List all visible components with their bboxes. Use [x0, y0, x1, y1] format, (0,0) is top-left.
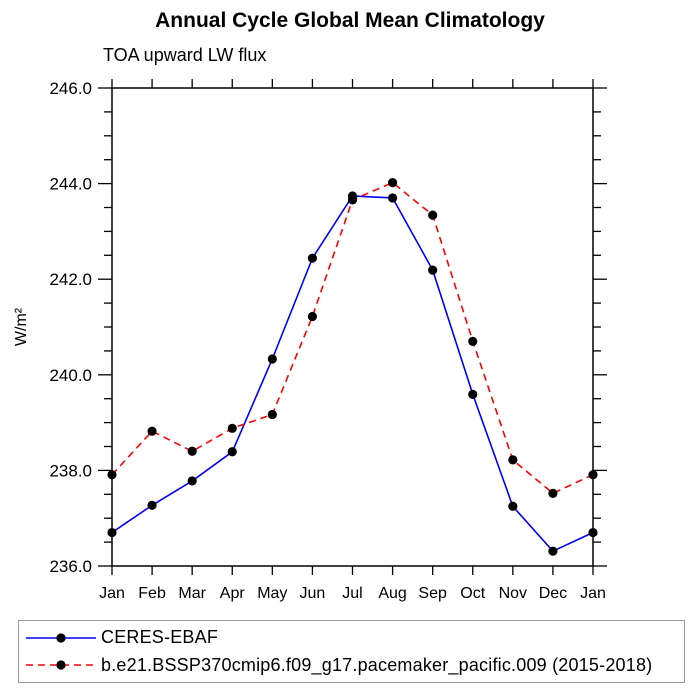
series-markers	[107, 178, 598, 556]
axis-ticks	[98, 79, 607, 575]
svg-text:236.0: 236.0	[49, 557, 92, 576]
legend-line-sample-red-dashed	[26, 660, 96, 670]
svg-text:238.0: 238.0	[49, 461, 92, 480]
svg-text:Apr: Apr	[220, 585, 246, 602]
legend-item-ceres-ebaf: CERES-EBAF	[23, 625, 684, 651]
svg-text:Jun: Jun	[300, 585, 326, 602]
svg-text:244.0: 244.0	[49, 175, 92, 194]
plot-frame	[111, 87, 594, 567]
svg-text:Aug: Aug	[378, 585, 406, 602]
svg-text:246.0: 246.0	[49, 79, 92, 98]
series-lines	[111, 181, 594, 553]
legend-label-ceres-ebaf: CERES-EBAF	[101, 627, 219, 648]
svg-text:Nov: Nov	[499, 585, 527, 602]
svg-text:Jan: Jan	[99, 585, 125, 602]
legend-box: CERES-EBAF b.e21.BSSP370cmip6.f09_g17.pa…	[18, 620, 685, 683]
chart-title: Annual Cycle Global Mean Climatology	[155, 9, 545, 32]
svg-text:Jul: Jul	[342, 585, 362, 602]
legend-line-sample-blue-solid	[26, 633, 96, 643]
svg-text:Sep: Sep	[418, 585, 447, 602]
svg-text:Feb: Feb	[138, 585, 166, 602]
svg-text:240.0: 240.0	[49, 366, 92, 385]
svg-text:Oct: Oct	[460, 585, 485, 602]
y-axis-tick-labels: 236.0 238.0 240.0 242.0 244.0 246.0	[49, 79, 92, 576]
svg-text:May: May	[257, 585, 287, 602]
svg-text:242.0: 242.0	[49, 270, 92, 289]
x-axis-tick-labels: Jan Feb Mar Apr May Jun Jul Aug Sep Oct Nov Dec Jan	[99, 585, 606, 602]
legend-item-model-run: b.e21.BSSP370cmip6.f09_g17.pacemaker_pac…	[23, 652, 684, 678]
chart-subtitle: TOA upward LW flux	[103, 45, 267, 65]
plot-canvas: 236.0 238.0 240.0 242.0 244.0 246.0 Jan Feb Mar…	[49, 79, 607, 602]
svg-text:Jan: Jan	[580, 585, 606, 602]
svg-text:Dec: Dec	[539, 585, 567, 602]
svg-text:Mar: Mar	[178, 585, 206, 602]
legend-label-model-run: b.e21.BSSP370cmip6.f09_g17.pacemaker_pac…	[101, 654, 653, 675]
